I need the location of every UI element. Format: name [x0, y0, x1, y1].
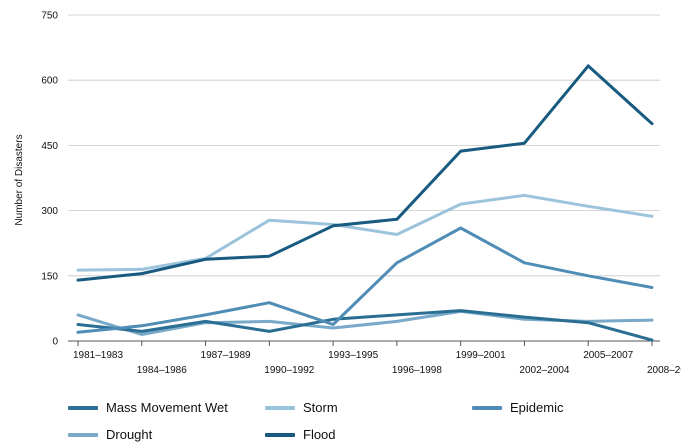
x-tick-labels: 1981–1983 1984–1986 1987–1989 1990–1992 1993…: [73, 341, 681, 376]
legend-label: Storm: [303, 400, 338, 415]
x-tick-label: 1987–1989: [201, 350, 251, 361]
y-tick-label: 0: [52, 337, 58, 348]
y-tick-label: 750: [41, 11, 58, 22]
y-axis-label: Number of Disasters: [14, 134, 25, 225]
series-lines: [76, 64, 654, 342]
gridlines: [68, 14, 660, 342]
series-line-epidemic: [76, 226, 654, 334]
y-tick-label: 300: [41, 206, 58, 217]
x-tick-label: 1981–1983: [73, 350, 123, 361]
y-tick-label: 450: [41, 141, 58, 152]
series-line-flood: [76, 64, 654, 282]
legend-label: Flood: [303, 427, 336, 442]
x-tick-label: 1993–1995: [328, 350, 378, 361]
x-tick-label: 2005–2007: [583, 350, 633, 361]
legend-item-flood: Flood: [265, 427, 336, 442]
y-tick-labels: 0 150 300 450 600 750: [41, 11, 58, 348]
legend-item-mass-movement-wet: Mass Movement Wet: [68, 400, 228, 415]
legend-item-drought: Drought: [68, 427, 152, 442]
legend-label: Drought: [106, 427, 153, 442]
y-tick-label: 150: [41, 271, 58, 282]
x-tick-label: 1990–1992: [264, 365, 314, 376]
legend-swatch: [265, 432, 295, 437]
legend: Mass Movement Wet Storm Epidemic Drought…: [0, 392, 681, 442]
line-chart: 0 150 300 450 600 750 1981–1983 1984–1986 1987–…: [14, 11, 681, 377]
x-tick-label: 1999–2001: [456, 350, 506, 361]
x-tick-label: 2002–2004: [519, 365, 569, 376]
x-tick-label: 2008–2010: [647, 365, 681, 376]
legend-label: Mass Movement Wet: [106, 400, 228, 415]
series-line-storm: [76, 193, 654, 272]
legend-swatch: [472, 405, 502, 410]
x-tick-label: 1996–1998: [392, 365, 442, 376]
y-tick-label: 600: [41, 76, 58, 87]
legend-label: Epidemic: [510, 400, 564, 415]
legend-swatch: [265, 405, 295, 410]
legend-item-storm: Storm: [265, 400, 338, 415]
x-tick-label: 1984–1986: [137, 365, 187, 376]
legend-swatch: [68, 432, 98, 437]
legend-item-epidemic: Epidemic: [472, 400, 563, 415]
legend-swatch: [68, 405, 98, 410]
series-line-mass-movement-wet: [76, 309, 654, 342]
